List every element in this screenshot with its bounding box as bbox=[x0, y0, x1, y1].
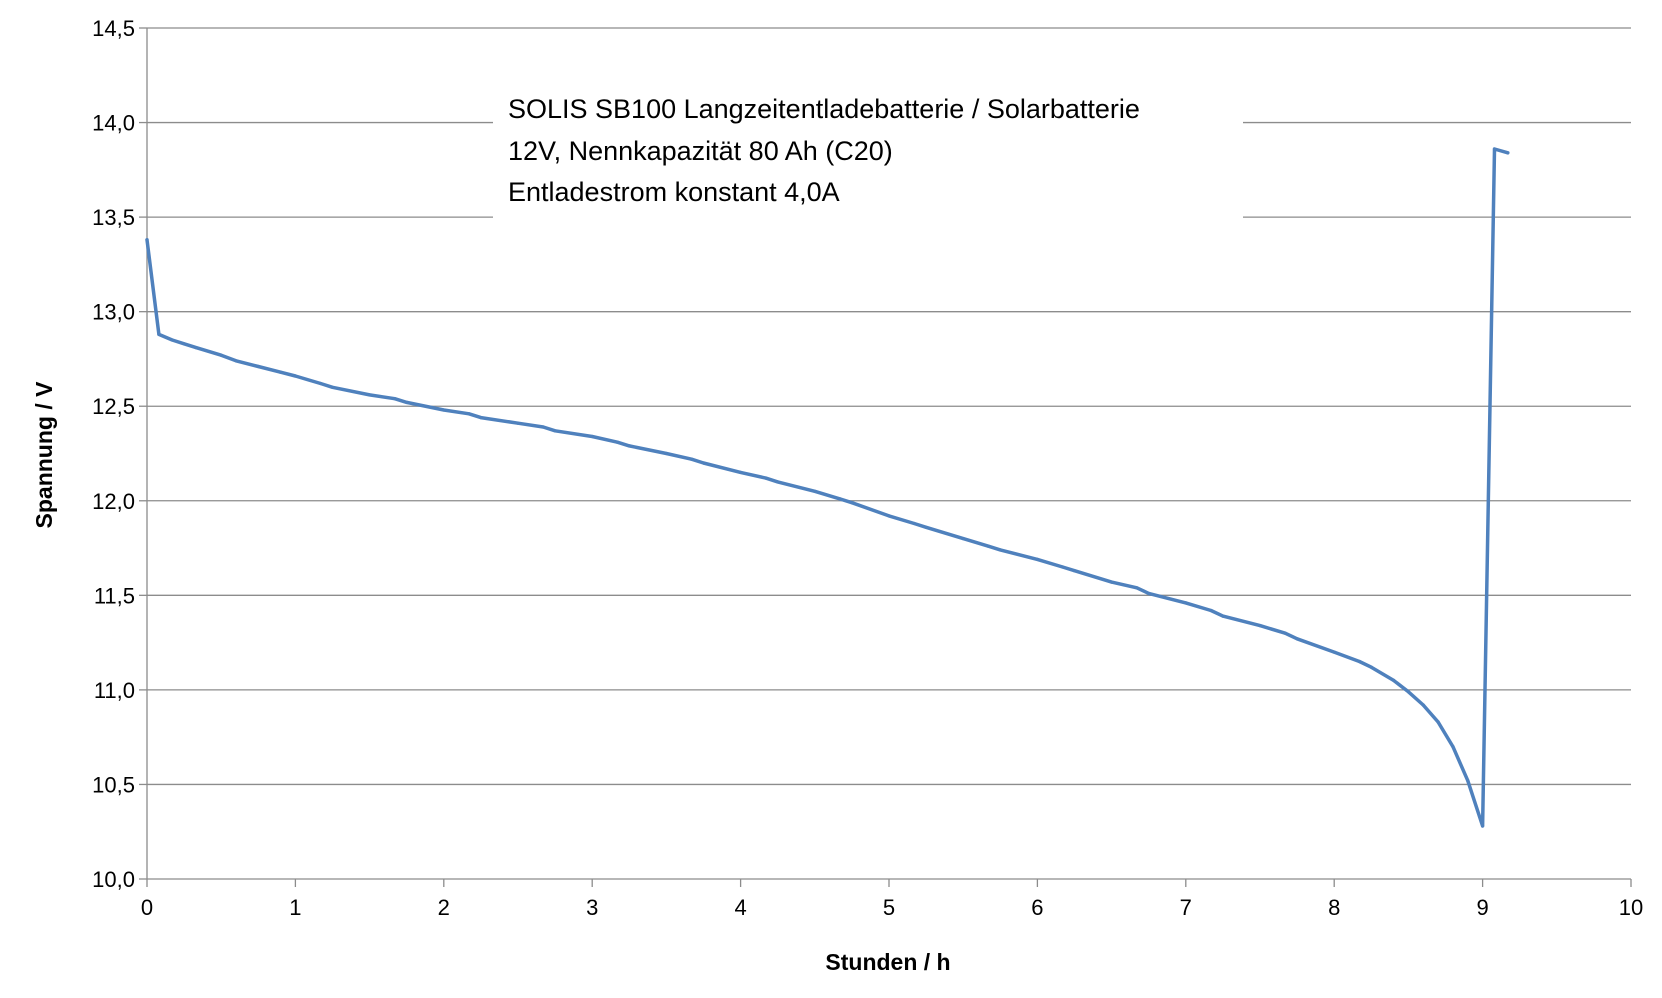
data-point bbox=[1061, 565, 1065, 569]
x-tick-label: 1 bbox=[289, 895, 301, 920]
data-point bbox=[912, 521, 916, 526]
data-point bbox=[690, 457, 694, 461]
data-point bbox=[998, 548, 1002, 552]
data-point bbox=[234, 359, 238, 363]
data-point bbox=[1451, 745, 1455, 749]
y-axis-title: Spannung / V bbox=[31, 381, 57, 529]
data-point bbox=[393, 397, 397, 401]
annotation-line-2: 12V, Nennkapazität 80 Ah (C20) bbox=[508, 136, 893, 166]
data-point bbox=[368, 393, 372, 397]
data-point bbox=[319, 381, 323, 386]
data-point bbox=[405, 400, 409, 404]
series-line bbox=[145, 147, 1510, 828]
data-point bbox=[986, 544, 991, 548]
data-point bbox=[219, 353, 223, 357]
data-point bbox=[442, 408, 446, 412]
data-point bbox=[1492, 147, 1497, 151]
data-point bbox=[293, 374, 297, 378]
data-point bbox=[330, 385, 335, 389]
data-point bbox=[1332, 650, 1336, 654]
x-tick-label: 3 bbox=[586, 895, 598, 920]
y-tick-label: 13,5 bbox=[92, 205, 135, 230]
data-point bbox=[627, 444, 631, 448]
data-point bbox=[615, 440, 620, 444]
data-point bbox=[1392, 678, 1396, 683]
data-point bbox=[1221, 614, 1225, 618]
data-point bbox=[479, 416, 483, 420]
y-tick-label: 14,0 bbox=[92, 111, 135, 136]
gridlines bbox=[147, 27, 1631, 786]
data-point bbox=[1035, 557, 1039, 562]
data-point bbox=[170, 338, 174, 342]
data-point bbox=[664, 451, 669, 456]
data-point bbox=[1110, 580, 1114, 584]
x-tick-labels: 0 1 2 3 4 5 6 7 8 9 10 bbox=[141, 895, 1643, 920]
data-point bbox=[1436, 720, 1440, 724]
annotation-line-1: SOLIS SB100 Langzeitentladebatterie / So… bbox=[508, 94, 1140, 124]
data-point bbox=[467, 412, 471, 416]
series-layer bbox=[145, 147, 1510, 828]
data-point bbox=[1072, 569, 1077, 573]
data-point bbox=[1135, 586, 1139, 590]
data-point bbox=[1369, 665, 1373, 669]
data-point bbox=[739, 470, 743, 474]
y-tick-label: 12,0 bbox=[92, 489, 135, 514]
x-tick-label: 6 bbox=[1031, 895, 1043, 920]
data-point bbox=[838, 497, 842, 501]
y-tick-label: 11,0 bbox=[94, 678, 135, 703]
data-point bbox=[1481, 824, 1485, 828]
x-tick-label: 2 bbox=[438, 895, 450, 920]
x-tick-label: 10 bbox=[1619, 895, 1643, 920]
x-tick-label: 5 bbox=[883, 895, 895, 920]
data-point bbox=[145, 238, 149, 242]
data-point bbox=[590, 434, 594, 439]
data-point bbox=[157, 332, 161, 336]
data-point bbox=[256, 364, 260, 369]
data-point bbox=[813, 489, 817, 493]
data-point bbox=[1147, 591, 1151, 596]
x-tick-label: 4 bbox=[734, 895, 746, 920]
x-tick-label: 9 bbox=[1476, 895, 1488, 920]
data-point bbox=[1283, 631, 1287, 635]
data-point bbox=[1466, 779, 1470, 783]
data-point bbox=[850, 501, 854, 505]
data-point bbox=[1406, 690, 1410, 694]
data-point bbox=[516, 421, 520, 425]
data-point bbox=[1357, 659, 1361, 664]
data-point bbox=[1184, 601, 1188, 605]
axes bbox=[139, 27, 1632, 887]
data-point bbox=[764, 476, 768, 480]
x-tick-label: 0 bbox=[141, 895, 153, 920]
data-point bbox=[701, 461, 706, 465]
data-point bbox=[887, 514, 891, 518]
data-point bbox=[1295, 637, 1299, 641]
y-tick-labels: 10,0 10,5 11,0 11,5 12,0 12,5 13,0 13,5 14,0 14,5 bbox=[92, 16, 135, 892]
y-tick-label: 14,5 bbox=[92, 16, 135, 41]
data-point bbox=[1421, 703, 1425, 707]
y-tick-label: 12,5 bbox=[92, 394, 135, 419]
x-axis-title: Stunden / h bbox=[825, 949, 950, 975]
data-point bbox=[541, 425, 545, 429]
annotation-background bbox=[493, 90, 1243, 222]
x-tick-label: 8 bbox=[1328, 895, 1340, 920]
data-point bbox=[182, 342, 186, 346]
y-tick-label: 10,0 bbox=[92, 867, 135, 892]
y-tick-label: 11,5 bbox=[94, 583, 135, 608]
data-point bbox=[776, 480, 780, 484]
data-point bbox=[924, 525, 928, 529]
y-tick-label: 10,5 bbox=[92, 772, 135, 797]
data-point bbox=[1506, 151, 1510, 155]
data-point bbox=[1209, 608, 1213, 613]
annotation-line-3: Entladestrom konstant 4,0A bbox=[508, 177, 840, 207]
data-point bbox=[194, 346, 198, 350]
data-point bbox=[279, 370, 283, 374]
data-point bbox=[1258, 624, 1262, 628]
x-tick-label: 7 bbox=[1180, 895, 1192, 920]
data-point bbox=[553, 429, 557, 433]
y-tick-label: 13,0 bbox=[92, 300, 135, 325]
data-point bbox=[961, 537, 965, 541]
